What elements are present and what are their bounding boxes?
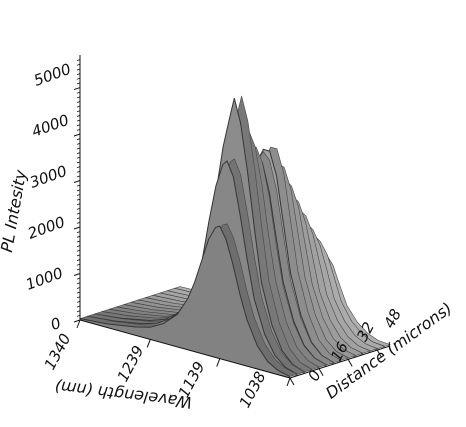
z-tick-label: 2000 xyxy=(25,213,67,243)
surface-plot xyxy=(80,96,390,378)
z-tick-mark xyxy=(74,181,80,183)
z-axis-title: PL Intesity xyxy=(0,168,30,254)
x-tick-mark xyxy=(147,339,150,347)
z-tick-labels: 0 1000 2000 3000 4000 5000 xyxy=(23,60,73,334)
z-tick-mark xyxy=(74,274,80,276)
y-tick-label: 48 xyxy=(380,306,405,331)
x-tick-mark xyxy=(217,359,220,367)
z-tick-label: 4000 xyxy=(29,111,71,141)
z-tick-label: 0 xyxy=(48,314,63,334)
x-tick-label: 1340 xyxy=(41,331,75,373)
z-tick-mark xyxy=(74,227,80,229)
z-tick-mark xyxy=(74,134,80,136)
z-tick-label: 1000 xyxy=(23,264,65,294)
z-tick-label: 5000 xyxy=(31,60,73,90)
z-tick-mark xyxy=(74,88,80,90)
x-tick-mark xyxy=(287,378,290,386)
y-tick-mark xyxy=(290,378,294,385)
x-tick-label: 1239 xyxy=(114,343,148,385)
z-tick-label: 3000 xyxy=(27,162,69,192)
x-tick-label: 1038 xyxy=(236,369,270,411)
